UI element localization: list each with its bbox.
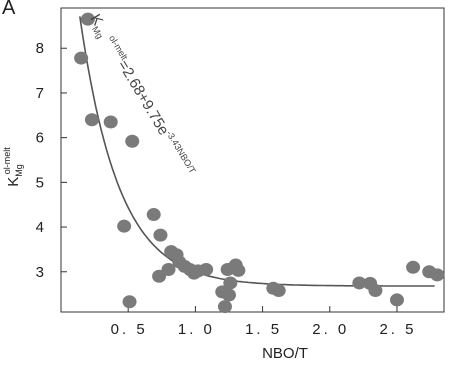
y-axis-label-sub: Mg	[14, 164, 24, 177]
y-axis-label-main: K	[5, 177, 22, 187]
x-tick-label: 0. 5	[111, 321, 148, 338]
fit-equation-annotation: KMgol-melt=2.68+9.75e-3.43NBO/T	[85, 11, 198, 181]
y-tick-label: 6	[36, 130, 44, 147]
x-tick-label: 1. 5	[245, 321, 282, 338]
data-point	[352, 276, 367, 290]
y-tick-label: 3	[36, 264, 44, 281]
data-point	[117, 219, 132, 233]
data-point	[389, 293, 404, 307]
equation-body: =2.68+9.75e	[114, 57, 172, 138]
y-axis-label-sup: ol-melt	[2, 147, 12, 175]
x-tick-label: 2. 0	[312, 321, 349, 338]
data-point	[221, 288, 236, 302]
data-point	[146, 208, 161, 222]
data-point	[153, 228, 168, 242]
panel-label: A	[2, 0, 16, 19]
data-point	[103, 115, 118, 129]
data-point	[122, 295, 137, 309]
x-tick-label: 1. 0	[178, 321, 215, 338]
data-point	[80, 12, 95, 26]
data-point	[152, 269, 167, 283]
data-point	[271, 284, 286, 298]
data-point	[223, 276, 238, 290]
data-point	[74, 51, 89, 65]
fit-curve	[79, 16, 435, 287]
data-point	[84, 113, 99, 127]
equation-exponent: -3.43NBO/T	[164, 129, 198, 176]
data-point	[217, 300, 232, 314]
x-axis-ticks: 0. 5 1. 0 1. 5 2. 0 2. 5	[111, 306, 416, 338]
data-point	[125, 134, 140, 148]
y-axis-label: KMgol-melt	[2, 147, 24, 187]
y-tick-label: 4	[36, 219, 44, 236]
plot-frame	[60, 7, 445, 313]
data-point	[368, 284, 383, 298]
y-tick-label: 5	[36, 174, 44, 191]
data-point	[199, 263, 214, 277]
x-axis-label: NBO/T	[262, 345, 308, 362]
y-tick-label: 7	[36, 85, 44, 102]
data-point	[231, 263, 246, 277]
data-point	[430, 268, 445, 282]
data-point	[406, 260, 421, 274]
x-tick-label: 2. 5	[379, 321, 416, 338]
y-axis-ticks: 3 4 5 6 7 8	[36, 40, 67, 281]
data-points	[74, 12, 445, 314]
y-tick-label: 8	[36, 40, 44, 57]
